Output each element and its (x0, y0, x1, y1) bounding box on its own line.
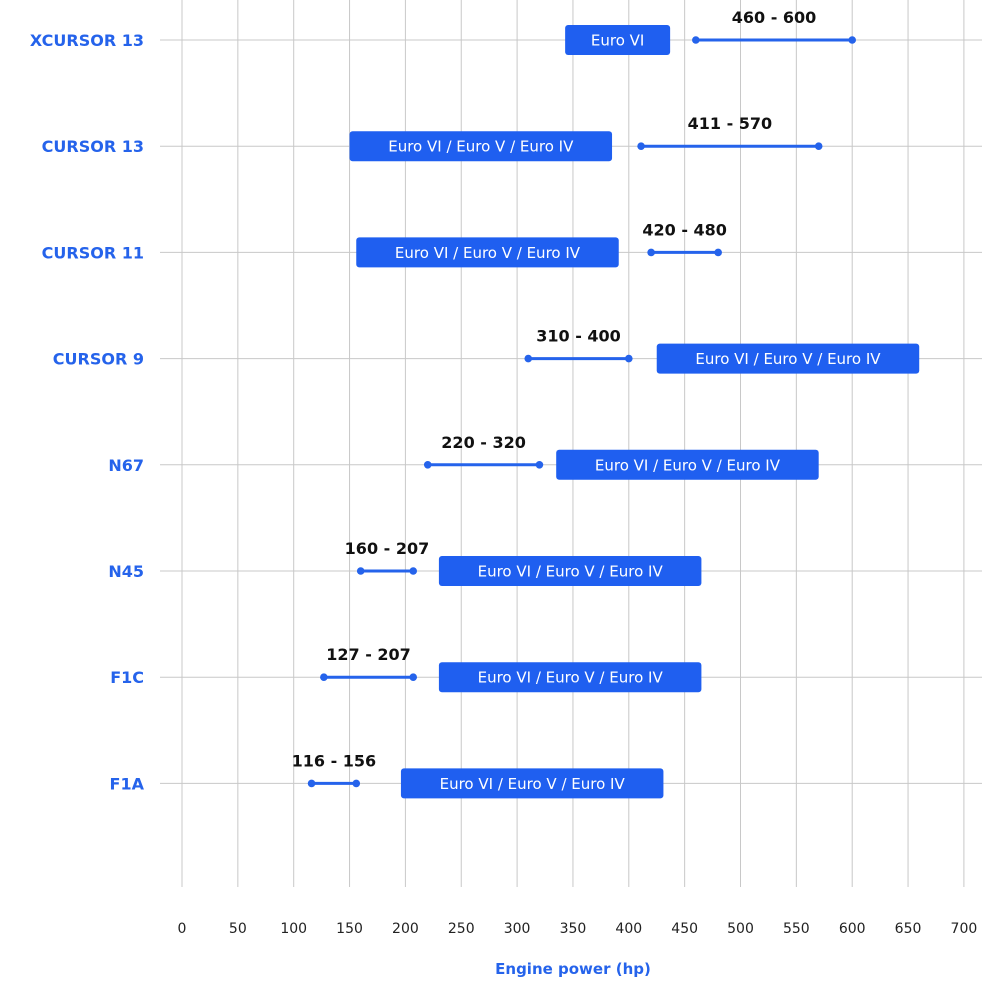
emission-badge-text: Euro VI / Euro V / Euro IV (478, 563, 664, 581)
engine-name-label: F1A (110, 774, 145, 793)
x-tick-label: 400 (615, 921, 642, 937)
emission-badge-text: Euro VI / Euro V / Euro IV (395, 244, 581, 262)
engine-name-label: N67 (108, 456, 144, 475)
power-range-label: 160 - 207 (345, 539, 430, 558)
power-range-min-dot (524, 355, 532, 363)
emission-badge-text: Euro VI / Euro V / Euro IV (388, 138, 574, 156)
engine-name-label: CURSOR 9 (53, 350, 144, 369)
x-tick-label: 450 (671, 921, 698, 937)
engine-name-label: CURSOR 11 (42, 243, 144, 262)
x-tick-label: 300 (504, 921, 531, 937)
power-range-label: 411 - 570 (688, 114, 773, 133)
power-range-min-dot (424, 461, 432, 469)
power-range-max-dot (536, 461, 544, 469)
x-tick-label: 500 (727, 921, 754, 937)
x-tick-labels: 0 50 100 150 200 250 300 350 400 450 500 550 600 650 7… (178, 921, 978, 937)
power-range-min-dot (308, 780, 316, 788)
power-range-label: 460 - 600 (732, 8, 817, 27)
emission-badge-text: Euro VI / Euro V / Euro IV (695, 350, 881, 368)
power-range-max-dot (625, 355, 633, 363)
power-range-min-dot (320, 673, 328, 681)
x-tick-label: 100 (280, 921, 307, 937)
power-range-min-dot (357, 567, 365, 575)
emission-badge-text: Euro VI (591, 32, 644, 50)
power-range-label: 420 - 480 (642, 220, 727, 239)
power-range-label: 116 - 156 (292, 751, 377, 770)
x-tick-label: 150 (336, 921, 363, 937)
x-tick-label: 650 (895, 921, 922, 937)
power-range-label: 127 - 207 (326, 645, 411, 664)
power-range-max-dot (409, 673, 417, 681)
x-tick-label: 0 (178, 921, 187, 937)
x-tick-label: 200 (392, 921, 419, 937)
emission-badge-text: Euro VI / Euro V / Euro IV (478, 669, 664, 687)
power-range-max-dot (409, 567, 417, 575)
power-range-min-dot (647, 249, 655, 257)
emission-badge-text: Euro VI / Euro V / Euro IV (595, 456, 781, 474)
x-tick-label: 700 (951, 921, 978, 937)
engine-row: N45 Euro VI / Euro V / Euro IV 160 - 207 (108, 539, 982, 586)
power-range-label: 220 - 320 (441, 433, 526, 452)
power-range-max-dot (352, 780, 360, 788)
engine-name-label: N45 (108, 562, 144, 581)
engine-name-label: F1C (110, 668, 144, 687)
power-range-min-dot (692, 36, 700, 44)
engine-rows: XCURSOR 13 Euro VI 460 - 600 CURSOR 13 Euro … (30, 8, 982, 798)
power-range-max-dot (714, 249, 722, 257)
engine-row: CURSOR 13 Euro VI / Euro V / Euro IV 411 -… (42, 114, 982, 161)
engine-row: N67 Euro VI / Euro V / Euro IV 220 - 320 (108, 433, 982, 480)
x-tick-label: 50 (229, 921, 247, 937)
engine-name-label: CURSOR 13 (42, 137, 144, 156)
emission-badge-text: Euro VI / Euro V / Euro IV (440, 775, 626, 793)
x-tick-label: 600 (839, 921, 866, 937)
power-range-min-dot (637, 142, 645, 150)
x-tick-label: 250 (448, 921, 475, 937)
power-range-max-dot (848, 36, 856, 44)
power-range-max-dot (815, 142, 823, 150)
x-tick-label: 550 (783, 921, 810, 937)
power-range-label: 310 - 400 (536, 327, 621, 346)
x-axis-title: Engine power (hp) (495, 960, 651, 978)
engine-name-label: XCURSOR 13 (30, 31, 144, 50)
engine-row: F1C Euro VI / Euro V / Euro IV 127 - 207 (110, 645, 982, 692)
x-tick-label: 350 (560, 921, 587, 937)
engine-row: XCURSOR 13 Euro VI 460 - 600 (30, 8, 982, 55)
engine-row: F1A Euro VI / Euro V / Euro IV 116 - 156 (110, 751, 982, 798)
engine-row: CURSOR 11 Euro VI / Euro V / Euro IV 420 -… (42, 220, 982, 267)
